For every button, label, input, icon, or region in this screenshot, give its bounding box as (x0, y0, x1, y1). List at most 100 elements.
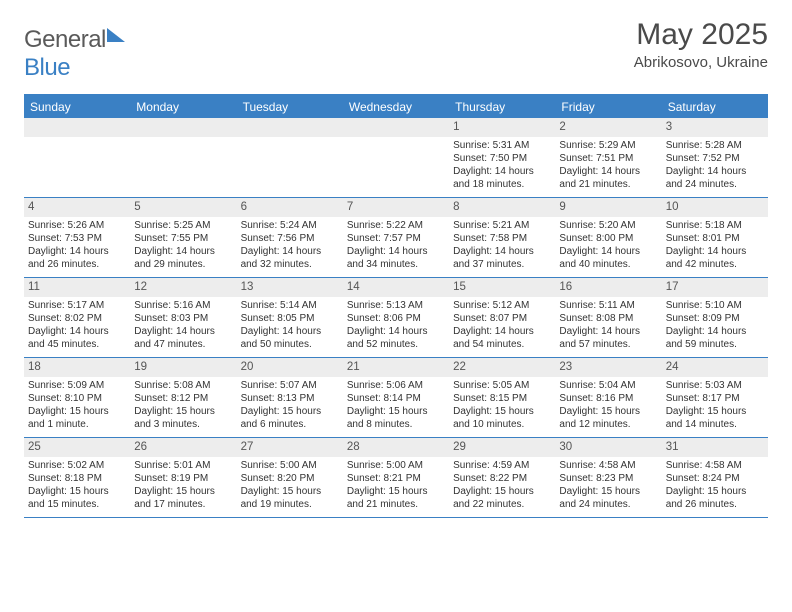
day-cell: 31Sunrise: 4:58 AMSunset: 8:24 PMDayligh… (662, 438, 768, 517)
day-cell: 0 (24, 118, 130, 197)
daylight-text: Daylight: 15 hours and 26 minutes. (666, 485, 764, 511)
day-number: 16 (559, 281, 572, 293)
daylight-text: Daylight: 14 hours and 32 minutes. (241, 245, 339, 271)
day-number: 20 (241, 361, 254, 373)
daylight-text: Daylight: 14 hours and 29 minutes. (134, 245, 232, 271)
daylight-text: Daylight: 15 hours and 17 minutes. (134, 485, 232, 511)
weekday-sunday: Sunday (24, 96, 130, 118)
day-cell: 11Sunrise: 5:17 AMSunset: 8:02 PMDayligh… (24, 278, 130, 357)
weekday-thursday: Thursday (449, 96, 555, 118)
sunrise-text: Sunrise: 5:00 AM (241, 459, 339, 472)
daylight-text: Daylight: 15 hours and 12 minutes. (559, 405, 657, 431)
day-number-row: 9 (555, 198, 661, 217)
sunset-text: Sunset: 8:09 PM (666, 312, 764, 325)
triangle-icon (107, 28, 125, 42)
day-number: 17 (666, 281, 679, 293)
day-cell: 28Sunrise: 5:00 AMSunset: 8:21 PMDayligh… (343, 438, 449, 517)
day-number: 25 (28, 441, 41, 453)
weekday-wednesday: Wednesday (343, 96, 449, 118)
page-title: May 2025 (634, 18, 768, 52)
day-cell: 8Sunrise: 5:21 AMSunset: 7:58 PMDaylight… (449, 198, 555, 277)
daylight-text: Daylight: 14 hours and 37 minutes. (453, 245, 551, 271)
day-cell: 17Sunrise: 5:10 AMSunset: 8:09 PMDayligh… (662, 278, 768, 357)
sunrise-text: Sunrise: 5:03 AM (666, 379, 764, 392)
sunrise-text: Sunrise: 5:01 AM (134, 459, 232, 472)
daylight-text: Daylight: 14 hours and 57 minutes. (559, 325, 657, 351)
sunrise-text: Sunrise: 5:05 AM (453, 379, 551, 392)
day-cell: 21Sunrise: 5:06 AMSunset: 8:14 PMDayligh… (343, 358, 449, 437)
day-number-row: 13 (237, 278, 343, 297)
daylight-text: Daylight: 14 hours and 21 minutes. (559, 165, 657, 191)
sunset-text: Sunset: 7:56 PM (241, 232, 339, 245)
sunset-text: Sunset: 8:03 PM (134, 312, 232, 325)
day-cell: 22Sunrise: 5:05 AMSunset: 8:15 PMDayligh… (449, 358, 555, 437)
sunset-text: Sunset: 8:07 PM (453, 312, 551, 325)
daylight-text: Daylight: 14 hours and 50 minutes. (241, 325, 339, 351)
day-number-row: 7 (343, 198, 449, 217)
sunrise-text: Sunrise: 5:17 AM (28, 299, 126, 312)
daylight-text: Daylight: 15 hours and 19 minutes. (241, 485, 339, 511)
day-number: 4 (28, 201, 34, 213)
day-number-row: 15 (449, 278, 555, 297)
daylight-text: Daylight: 15 hours and 15 minutes. (28, 485, 126, 511)
weekday-header-row: Sunday Monday Tuesday Wednesday Thursday… (24, 96, 768, 118)
weekday-monday: Monday (130, 96, 236, 118)
day-number-row: 23 (555, 358, 661, 377)
sunset-text: Sunset: 8:12 PM (134, 392, 232, 405)
daylight-text: Daylight: 14 hours and 45 minutes. (28, 325, 126, 351)
sunrise-text: Sunrise: 5:14 AM (241, 299, 339, 312)
sunset-text: Sunset: 8:24 PM (666, 472, 764, 485)
day-number: 31 (666, 441, 679, 453)
day-number: 27 (241, 441, 254, 453)
day-number: 28 (347, 441, 360, 453)
day-number-row: 8 (449, 198, 555, 217)
sunset-text: Sunset: 7:52 PM (666, 152, 764, 165)
day-cell: 23Sunrise: 5:04 AMSunset: 8:16 PMDayligh… (555, 358, 661, 437)
day-cell: 0 (343, 118, 449, 197)
week-row: 4Sunrise: 5:26 AMSunset: 7:53 PMDaylight… (24, 198, 768, 278)
sunrise-text: Sunrise: 5:12 AM (453, 299, 551, 312)
sunrise-text: Sunrise: 4:58 AM (559, 459, 657, 472)
day-number-row: 0 (237, 118, 343, 137)
day-number-row: 27 (237, 438, 343, 457)
day-cell: 4Sunrise: 5:26 AMSunset: 7:53 PMDaylight… (24, 198, 130, 277)
day-number-row: 0 (343, 118, 449, 137)
day-number-row: 30 (555, 438, 661, 457)
day-cell: 15Sunrise: 5:12 AMSunset: 8:07 PMDayligh… (449, 278, 555, 357)
day-cell: 19Sunrise: 5:08 AMSunset: 8:12 PMDayligh… (130, 358, 236, 437)
day-cell: 6Sunrise: 5:24 AMSunset: 7:56 PMDaylight… (237, 198, 343, 277)
sunset-text: Sunset: 8:16 PM (559, 392, 657, 405)
daylight-text: Daylight: 14 hours and 34 minutes. (347, 245, 445, 271)
sunrise-text: Sunrise: 5:08 AM (134, 379, 232, 392)
day-cell: 9Sunrise: 5:20 AMSunset: 8:00 PMDaylight… (555, 198, 661, 277)
sunset-text: Sunset: 7:51 PM (559, 152, 657, 165)
day-number-row: 21 (343, 358, 449, 377)
sunset-text: Sunset: 7:57 PM (347, 232, 445, 245)
sunrise-text: Sunrise: 5:25 AM (134, 219, 232, 232)
day-cell: 2Sunrise: 5:29 AMSunset: 7:51 PMDaylight… (555, 118, 661, 197)
calendar: Sunday Monday Tuesday Wednesday Thursday… (24, 94, 768, 518)
day-number: 24 (666, 361, 679, 373)
day-cell: 27Sunrise: 5:00 AMSunset: 8:20 PMDayligh… (237, 438, 343, 517)
day-number-row: 10 (662, 198, 768, 217)
daylight-text: Daylight: 15 hours and 21 minutes. (347, 485, 445, 511)
day-number: 5 (134, 201, 140, 213)
day-number-row: 0 (130, 118, 236, 137)
weeks-container: 00001Sunrise: 5:31 AMSunset: 7:50 PMDayl… (24, 118, 768, 518)
daylight-text: Daylight: 15 hours and 10 minutes. (453, 405, 551, 431)
day-cell: 1Sunrise: 5:31 AMSunset: 7:50 PMDaylight… (449, 118, 555, 197)
daylight-text: Daylight: 14 hours and 42 minutes. (666, 245, 764, 271)
day-cell: 18Sunrise: 5:09 AMSunset: 8:10 PMDayligh… (24, 358, 130, 437)
day-number-row: 25 (24, 438, 130, 457)
brand-part1: General (24, 26, 106, 53)
day-number-row: 16 (555, 278, 661, 297)
sunrise-text: Sunrise: 5:28 AM (666, 139, 764, 152)
day-number-row: 3 (662, 118, 768, 137)
day-number: 18 (28, 361, 41, 373)
day-number: 8 (453, 201, 459, 213)
daylight-text: Daylight: 14 hours and 24 minutes. (666, 165, 764, 191)
sunset-text: Sunset: 8:15 PM (453, 392, 551, 405)
sunset-text: Sunset: 8:01 PM (666, 232, 764, 245)
day-number: 14 (347, 281, 360, 293)
week-row: 00001Sunrise: 5:31 AMSunset: 7:50 PMDayl… (24, 118, 768, 198)
